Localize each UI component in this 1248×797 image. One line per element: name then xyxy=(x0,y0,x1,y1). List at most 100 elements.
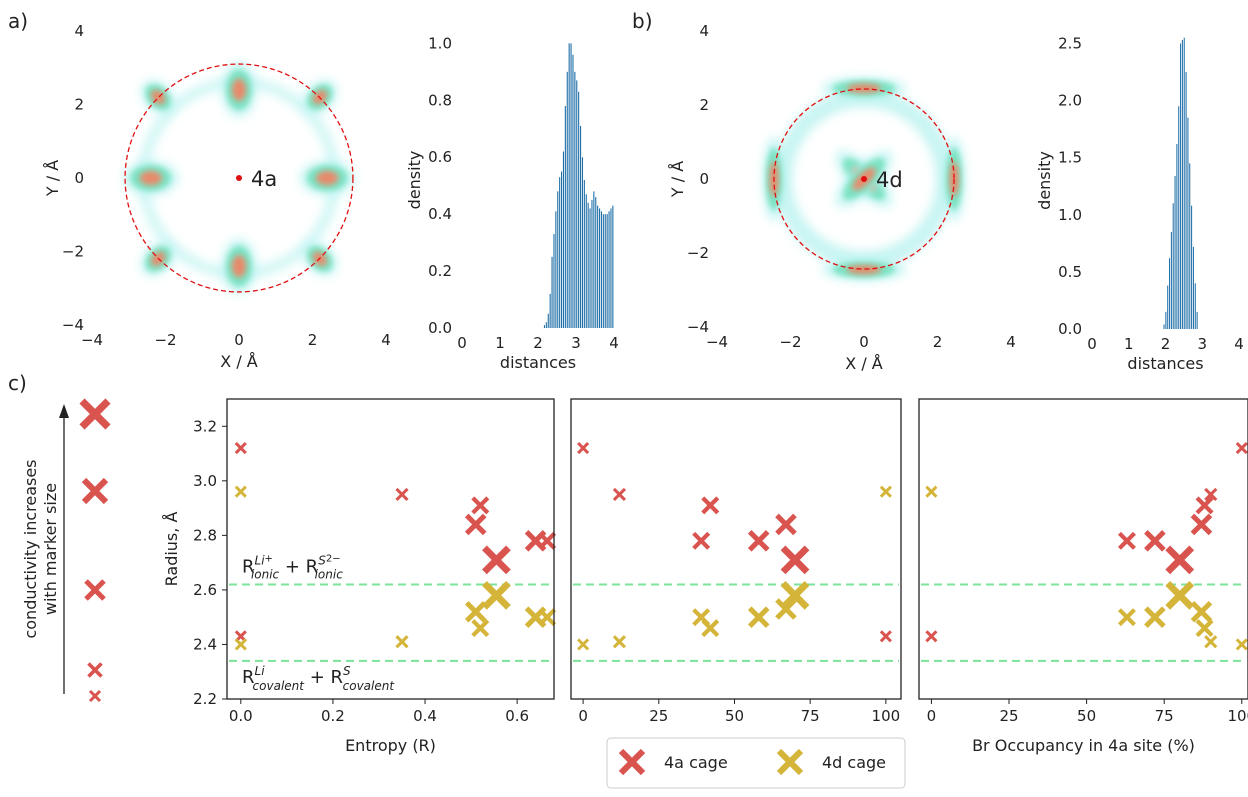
data-point xyxy=(879,485,892,498)
x-tick-label: 3 xyxy=(1197,335,1207,353)
x-tick-label: 2 xyxy=(533,334,543,352)
data-point xyxy=(1165,580,1195,610)
data-point xyxy=(471,619,490,638)
histogram-bar xyxy=(1169,258,1171,329)
density-core xyxy=(231,255,247,278)
marker-stroke xyxy=(1117,531,1136,550)
data-point xyxy=(612,487,627,502)
histogram-bar xyxy=(602,214,604,328)
x-tick-label: 0.2 xyxy=(321,707,345,725)
histogram-bar xyxy=(1172,203,1174,329)
y-axis-label: Radius, Å xyxy=(162,512,181,587)
marker-stroke xyxy=(1195,496,1214,515)
y-tick-label: 0.2 xyxy=(428,262,452,280)
histogram-bar xyxy=(604,214,606,328)
data-point xyxy=(464,513,487,536)
histogram-bar xyxy=(1165,311,1167,329)
data-point xyxy=(1190,600,1213,623)
histogram-bar xyxy=(566,71,568,328)
scale-arrow-head xyxy=(59,404,69,418)
marker-stroke xyxy=(925,485,938,498)
histogram-bar xyxy=(595,197,597,328)
marker-stroke xyxy=(1235,442,1248,455)
marker-stroke xyxy=(482,545,511,575)
marker-stroke xyxy=(879,630,892,643)
marker-stroke xyxy=(701,619,720,638)
y-tick-label: 2.0 xyxy=(1058,92,1082,110)
data-point xyxy=(1204,487,1218,502)
histogram-bar xyxy=(1163,324,1165,329)
scatter-panel: 0.0 0.2 0.4 0.6 Entropy (R) 2.2 2.4 2.6 2.8 3.0 3.… xyxy=(162,398,557,755)
x-tick-label: 100 xyxy=(1227,707,1248,725)
data-point xyxy=(701,619,720,638)
y-tick-label: −4 xyxy=(62,316,84,334)
histogram-bar xyxy=(576,80,578,328)
data-point xyxy=(1195,619,1214,638)
histogram-bar xyxy=(1167,285,1169,329)
marker-size-scale: conductivity increases with marker size xyxy=(21,398,111,703)
scale-marker xyxy=(87,662,103,678)
plot-frame xyxy=(226,398,555,700)
data-point xyxy=(775,513,797,536)
marker-stroke xyxy=(1195,619,1214,638)
data-point xyxy=(1117,608,1136,627)
scatter-panel: 0255075100Br Occupancy in 4d site (%) xyxy=(570,398,902,755)
x-tick-label: 1 xyxy=(1124,335,1134,353)
histogram-bar xyxy=(547,313,549,328)
marker-stroke xyxy=(577,442,590,455)
histogram-bar xyxy=(1189,163,1191,329)
x-axis-label: X / Å xyxy=(220,352,258,371)
marker-stroke xyxy=(395,487,409,502)
marker-stroke xyxy=(747,530,770,552)
y-tick-label: 4 xyxy=(699,22,709,40)
scale-caption-line1: conductivity increases xyxy=(21,459,40,638)
marker-stroke xyxy=(1235,638,1248,651)
y-tick-label: 2.8 xyxy=(193,526,217,544)
data-point xyxy=(780,545,810,575)
density-core xyxy=(231,78,247,101)
scale-marker xyxy=(81,477,109,505)
y-tick-label: 4 xyxy=(74,22,84,40)
y-tick-label: 1.5 xyxy=(1058,149,1082,167)
x-axis-label: distances xyxy=(1127,354,1203,373)
histogram-bar xyxy=(1191,205,1193,329)
marker-stroke xyxy=(79,398,111,430)
data-point xyxy=(879,630,892,643)
histogram-bar xyxy=(583,180,585,328)
y-axis-label: Y / Å xyxy=(43,160,62,197)
histogram-bar xyxy=(570,43,572,329)
x-tick-label: 2 xyxy=(308,331,318,349)
data-point xyxy=(577,442,590,455)
marker-stroke xyxy=(1165,580,1195,610)
marker-stroke xyxy=(879,485,892,498)
x-tick-label: 0 xyxy=(859,333,869,351)
histogram-bar xyxy=(1187,117,1189,329)
x-tick-label: 4 xyxy=(1234,335,1244,353)
y-tick-label: 0.6 xyxy=(428,148,452,166)
histogram-bar xyxy=(572,54,574,329)
histogram-bar xyxy=(1181,39,1183,329)
x-axis-label: Entropy (R) xyxy=(345,736,436,755)
histogram-bar xyxy=(1183,37,1185,329)
marker-stroke xyxy=(1165,545,1195,575)
marker-stroke xyxy=(538,531,557,550)
density-core xyxy=(846,83,882,93)
data-point xyxy=(464,600,487,623)
density-core xyxy=(139,170,162,186)
histogram-bar xyxy=(599,208,601,328)
histogram-bar xyxy=(551,256,553,328)
marker-stroke xyxy=(538,608,557,627)
histogram-bar xyxy=(1185,71,1187,329)
x-tick-label: 3 xyxy=(571,334,581,352)
marker-stroke xyxy=(925,630,938,643)
marker-stroke xyxy=(464,513,487,536)
marker-stroke xyxy=(1144,606,1166,628)
histogram-bar xyxy=(608,211,610,328)
data-point xyxy=(1165,545,1195,575)
y-tick-label: 3.0 xyxy=(193,472,217,490)
scale-marker xyxy=(84,579,106,601)
data-point xyxy=(1144,530,1166,552)
density-map-4a: 4a −4−4 −2 −2 0 0 2 2 4 4 X / Å Y / Å xyxy=(43,22,391,371)
histogram-bar xyxy=(1192,246,1194,329)
